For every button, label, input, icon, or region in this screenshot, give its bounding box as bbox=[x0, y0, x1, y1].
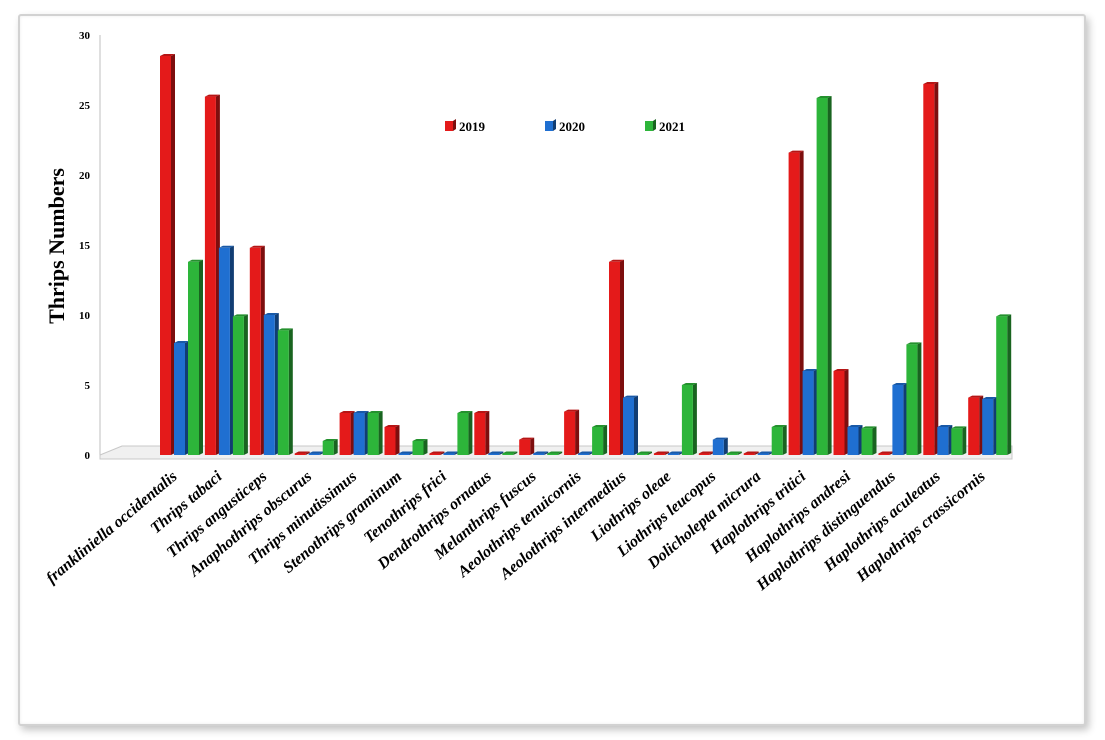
bar-2021 bbox=[816, 96, 832, 455]
y-tick-label: 25 bbox=[79, 100, 91, 112]
bar-2020 bbox=[353, 411, 369, 455]
bar-2019 bbox=[519, 437, 535, 455]
bar-2020 bbox=[712, 437, 728, 455]
bar-2020 bbox=[623, 395, 638, 455]
legend-swatch bbox=[545, 121, 553, 131]
bar-2021 bbox=[951, 426, 967, 455]
y-tick-label: 10 bbox=[79, 310, 91, 322]
bar-2019 bbox=[384, 425, 400, 455]
bar-2021 bbox=[457, 411, 473, 455]
bar-2021 bbox=[277, 328, 293, 455]
bar-2021 bbox=[322, 439, 338, 455]
legend-swatch bbox=[445, 121, 453, 131]
bar-2020 bbox=[533, 451, 549, 455]
bar-2019 bbox=[160, 54, 175, 455]
bar-2019 bbox=[788, 150, 804, 455]
bar-2019 bbox=[923, 82, 939, 455]
bar-2019 bbox=[294, 451, 310, 455]
y-tick-label: 20 bbox=[79, 170, 91, 182]
bar-2021 bbox=[726, 451, 742, 455]
bar-2020 bbox=[892, 383, 908, 455]
bar-2019 bbox=[968, 395, 984, 455]
bar-2019 bbox=[429, 451, 445, 455]
bar-2021 bbox=[771, 425, 787, 455]
bar-2021 bbox=[502, 451, 518, 455]
bar-2020 bbox=[263, 313, 279, 455]
bar-2021 bbox=[637, 451, 652, 455]
y-tick-label: 15 bbox=[79, 240, 91, 252]
bar-2021 bbox=[188, 259, 203, 455]
bar-2020 bbox=[802, 369, 818, 455]
legend-label: 2019 bbox=[459, 119, 486, 134]
bar-2020 bbox=[982, 397, 998, 455]
bar-2019 bbox=[474, 411, 490, 455]
bar-2021 bbox=[861, 426, 877, 455]
y-axis-label: Thrips Numbers bbox=[44, 168, 69, 324]
bar-2021 bbox=[906, 342, 922, 455]
legend-item-2020: 2020 bbox=[545, 119, 585, 134]
bar-2019 bbox=[743, 451, 759, 455]
y-tick-label: 5 bbox=[85, 380, 91, 392]
bar-2020 bbox=[174, 341, 189, 455]
bar-2020 bbox=[488, 451, 504, 455]
bar-2021 bbox=[681, 383, 697, 455]
y-tick-label: 30 bbox=[79, 30, 91, 42]
bar-2019 bbox=[249, 245, 265, 455]
bar-2019 bbox=[609, 259, 624, 455]
bar-2021 bbox=[412, 439, 428, 455]
legend-label: 2020 bbox=[559, 119, 585, 134]
bar-2020 bbox=[847, 425, 863, 455]
bar-2020 bbox=[937, 425, 953, 455]
legend-item-2019: 2019 bbox=[445, 119, 486, 134]
bar-2021 bbox=[996, 314, 1012, 455]
bar-2021 bbox=[592, 425, 608, 455]
legend-item-2021: 2021 bbox=[645, 119, 685, 134]
bar-2019 bbox=[339, 411, 355, 455]
bar-2019 bbox=[653, 451, 669, 455]
y-tick-label: 0 bbox=[85, 450, 91, 462]
bar-2019 bbox=[564, 409, 580, 455]
bar-2021 bbox=[232, 314, 248, 455]
bar-2019 bbox=[204, 94, 220, 455]
bar-2021 bbox=[367, 411, 383, 455]
legend-label: 2021 bbox=[659, 119, 685, 134]
bar-2019 bbox=[833, 369, 849, 455]
bar-2020 bbox=[218, 245, 234, 455]
bar-2021 bbox=[547, 451, 563, 455]
legend-swatch bbox=[645, 121, 653, 131]
